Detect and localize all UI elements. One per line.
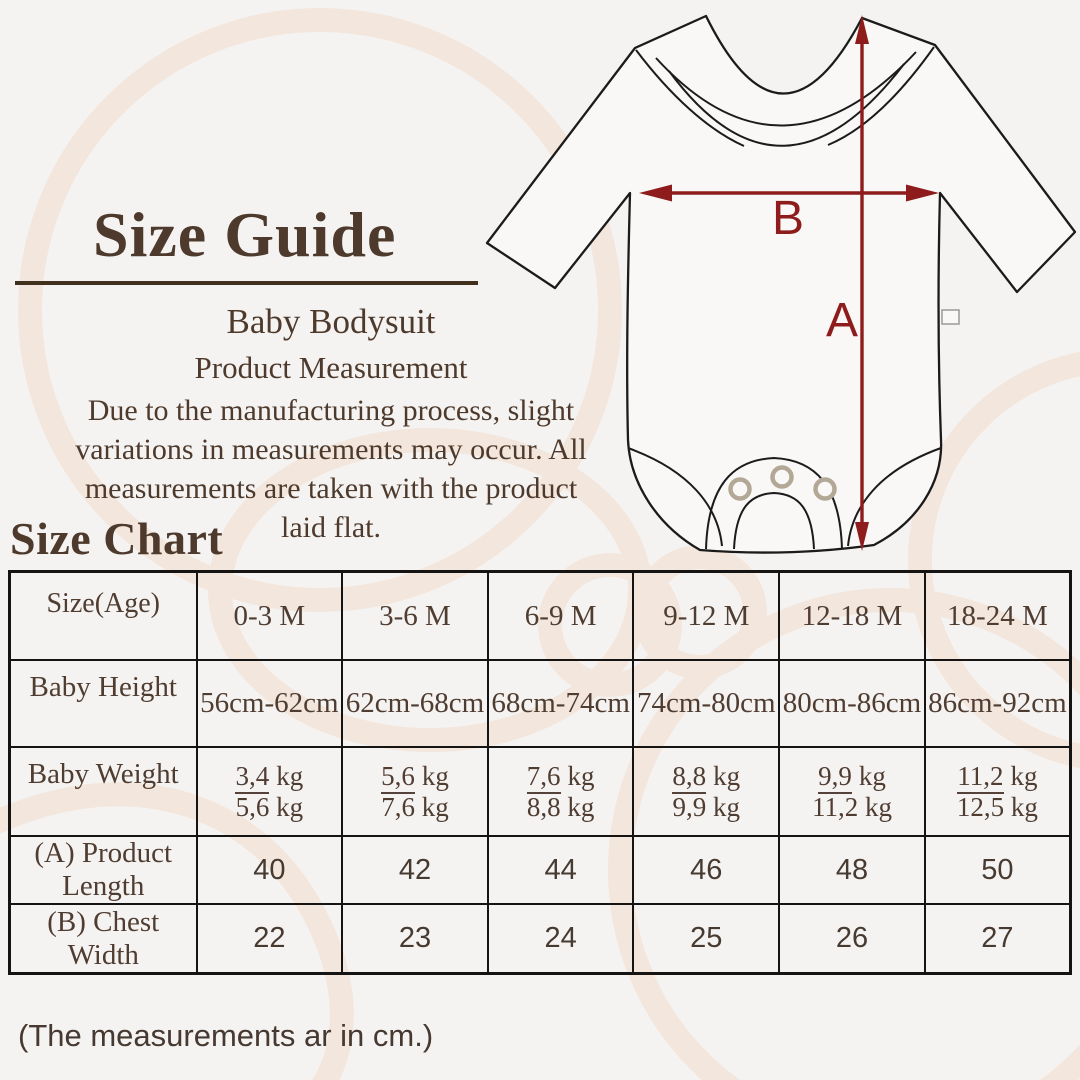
disclaimer-line: variations in measurements may occur. Al…	[75, 433, 587, 466]
length-cell: 40	[195, 835, 344, 905]
col-header-size-age: Size(Age)	[8, 570, 198, 661]
bodysuit-outline	[485, 14, 1077, 554]
weight-min: 8,8	[672, 760, 707, 794]
size-chart-table: Size(Age) 0-3 M 3-6 M 6-9 M 9-12 M 12-18…	[8, 570, 1072, 975]
side-tag	[941, 309, 960, 325]
measurement-arrow-b	[639, 184, 939, 202]
height-cell: 80cm-86cm	[778, 659, 926, 748]
baby-height-row: Baby Height 56cm-62cm 62cm-68cm 68cm-74c…	[8, 659, 1072, 748]
length-cell: 44	[486, 835, 635, 905]
row-label-chest-width: (B) Chest Width	[8, 903, 198, 975]
length-cell: 50	[923, 835, 1072, 905]
col-header-3-6m: 3-6 M	[341, 570, 489, 661]
size-chart-heading: Size Chart	[10, 513, 224, 564]
disclaimer-line: Due to the manufacturing process, slight	[87, 394, 575, 427]
snap-buttons-icon	[728, 465, 837, 501]
weight-min: 7,6	[526, 760, 561, 794]
weight-unit: kg	[1010, 760, 1038, 791]
weight-unit: kg	[276, 760, 304, 791]
weight-min: 9,9	[818, 760, 852, 794]
product-measurement-subtitle: Product Measurement	[194, 350, 468, 385]
height-cell: 56cm-62cm	[195, 659, 344, 748]
measurement-disclaimer: Due to the manufacturing process, slight…	[25, 391, 637, 547]
weight-max: 5,6 kg	[235, 791, 304, 822]
bodysuit-illustration: A B	[485, 14, 1077, 554]
title-underline-divider	[15, 281, 478, 285]
weight-min: 5,6	[381, 760, 415, 794]
row-label-product-length: (A) Product Length	[8, 835, 198, 905]
weight-cell: 5,6 kg 7,6 kg	[341, 746, 489, 837]
weight-max: 7,6 kg	[381, 791, 449, 822]
width-cell: 24	[486, 903, 635, 975]
disclaimer-line: measurements are taken with the product	[84, 472, 578, 505]
weight-cell: 9,9 kg 11,2 kg	[778, 746, 926, 837]
measurement-arrow-a	[855, 15, 869, 551]
product-name: Baby Bodysuit	[226, 302, 436, 341]
label-b-chest: B	[772, 192, 804, 245]
width-cell: 26	[778, 903, 926, 975]
height-cell: 62cm-68cm	[341, 659, 489, 748]
product-length-row: (A) Product Length 40 42 44 46 48 50	[8, 835, 1072, 905]
width-cell: 22	[195, 903, 344, 975]
weight-min: 3,4	[235, 760, 270, 794]
length-cell: 48	[778, 835, 926, 905]
col-header-12-18m: 12-18 M	[778, 570, 926, 661]
chest-width-row: (B) Chest Width 22 23 24 25 26 27	[8, 903, 1072, 975]
col-header-0-3m: 0-3 M	[195, 570, 344, 661]
intro-text-block: Baby Bodysuit Product Measurement Due to…	[25, 302, 637, 547]
weight-max: 8,8 kg	[526, 791, 595, 822]
table-header-row: Size(Age) 0-3 M 3-6 M 6-9 M 9-12 M 12-18…	[8, 570, 1072, 661]
weight-max: 9,9 kg	[672, 791, 741, 822]
row-label-baby-weight: Baby Weight	[8, 746, 198, 837]
weight-max: 12,5 kg	[956, 791, 1038, 822]
units-note: (The measurements ar in cm.)	[18, 1018, 434, 1053]
weight-unit: kg	[567, 760, 595, 791]
width-cell: 23	[341, 903, 489, 975]
weight-unit: kg	[421, 760, 449, 791]
col-header-9-12m: 9-12 M	[632, 570, 781, 661]
label-a-length: A	[826, 294, 858, 347]
weight-cell: 3,4 kg 5,6 kg	[195, 746, 344, 837]
width-cell: 25	[632, 903, 781, 975]
weight-cell: 11,2 kg 12,5 kg	[923, 746, 1072, 837]
weight-unit: kg	[858, 760, 886, 791]
length-cell: 42	[341, 835, 489, 905]
page-title: Size Guide	[93, 199, 397, 270]
col-header-18-24m: 18-24 M	[923, 570, 1072, 661]
width-cell: 27	[923, 903, 1072, 975]
baby-weight-row: Baby Weight 3,4 kg 5,6 kg 5,6 kg 7,6 kg 7,…	[8, 746, 1072, 837]
weight-cell: 7,6 kg 8,8 kg	[486, 746, 635, 837]
weight-unit: kg	[713, 760, 741, 791]
height-cell: 74cm-80cm	[632, 659, 781, 748]
height-cell: 68cm-74cm	[486, 659, 635, 748]
col-header-6-9m: 6-9 M	[486, 570, 635, 661]
height-cell: 86cm-92cm	[923, 659, 1072, 748]
weight-cell: 8,8 kg 9,9 kg	[632, 746, 781, 837]
weight-max: 11,2 kg	[811, 791, 892, 822]
length-cell: 46	[632, 835, 781, 905]
disclaimer-line: laid flat.	[281, 511, 381, 544]
weight-min: 11,2	[957, 760, 1004, 794]
row-label-baby-height: Baby Height	[8, 659, 198, 748]
